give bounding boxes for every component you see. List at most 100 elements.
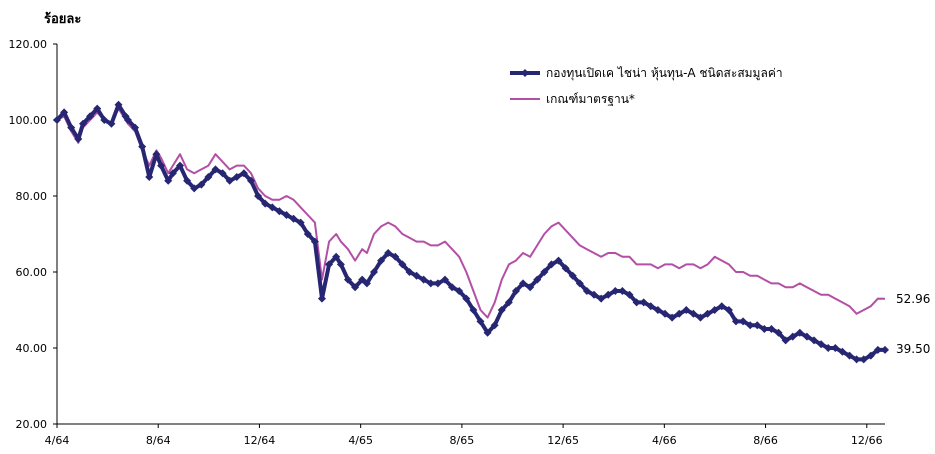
fund-point-marker [123,116,132,124]
fund-point-marker [590,290,599,299]
fund-point-marker [774,328,783,337]
series-layer [53,100,889,364]
fund-point-marker [710,306,719,314]
fund-point-marker [190,184,199,193]
fund-point-marker [866,351,875,360]
fund-point-marker [204,173,213,181]
x-tick-label: 12/65 [547,434,579,447]
fund-point-marker [164,176,173,185]
fund-point-marker [74,135,83,143]
fund-point-marker [795,328,804,337]
fund-point-marker [611,287,620,295]
fund-point-marker [296,218,305,227]
fund-point-marker [317,294,326,303]
fund-point-marker [168,169,177,178]
fund-point-marker [554,256,563,265]
fund-point-marker [604,290,613,299]
fund-point-marker [483,328,492,337]
fund-point-marker [739,317,748,326]
fund-point-marker [696,313,705,322]
fund-point-marker [632,298,641,307]
fund-point-marker [303,230,312,238]
fund-point-marker [332,252,341,261]
fund-point-marker [831,344,840,352]
fund-point-marker [689,309,698,318]
fund-point-marker [246,176,255,185]
fund-point-marker [597,294,606,303]
fund-point-marker [440,275,449,284]
fund-point-marker [753,321,762,330]
fund-point-marker [107,119,116,128]
x-tick-label: 8/66 [753,434,778,447]
fund-point-marker [358,275,367,284]
fund-point-marker [703,309,712,318]
fund-point-marker [760,325,769,333]
x-tick-label: 12/66 [851,434,883,447]
fund-point-marker [405,268,414,276]
fund-point-marker [282,211,291,219]
x-axis: 4/64 8/64 12/64 4/65 8/65 12/65 4/66 8/66 12/66 [45,423,885,447]
fund-point-marker [767,325,776,333]
fund-point-marker [377,256,386,265]
fund-point-marker [419,275,428,284]
fund-point-marker [668,313,677,322]
fund-point-marker [781,336,790,345]
fund-point-marker [824,344,833,352]
fund-point-marker [254,192,263,200]
fund-point-marker [343,275,352,284]
fund-point-marker [433,279,442,288]
y-tick-label: 80.00 [16,190,48,203]
y-tick-label: 60.00 [16,266,48,279]
fund-point-marker [646,302,655,311]
fund-point-marker [448,283,457,292]
fund-point-marker [731,317,740,326]
fund-point-marker [176,161,185,170]
fund-point-marker [476,317,485,326]
fund-point-marker [138,142,147,151]
fund-point-marker [114,100,123,109]
fund-point-marker [511,287,520,295]
fund-point-marker [398,260,407,269]
fund-point-marker [426,279,435,288]
fund-point-marker [79,119,88,128]
fund-point-marker [575,279,584,288]
series-line-benchmark [56,107,886,319]
fund-point-marker [275,207,284,216]
fund-point-marker [145,173,154,181]
fund-point-marker [225,176,234,185]
fund-point-marker [261,199,270,208]
fund-point-marker [157,161,166,170]
fund-point-marker [336,260,345,269]
fund-point-marker [852,355,861,364]
fund-point-marker [218,169,227,178]
fund-point-marker [211,165,220,174]
fund-point-marker [462,294,471,303]
x-tick-label: 8/65 [450,434,475,447]
fund-point-marker [533,275,542,284]
fund-point-marker [582,287,591,295]
fund-point-marker [239,169,248,178]
fund-point-marker [60,108,69,117]
fund-point-marker [547,260,556,269]
x-tick-label: 12/64 [244,434,276,447]
fund-point-marker [873,345,882,354]
fund-point-marker [384,249,393,257]
fund-point-marker [675,309,684,318]
fund-point-marker [788,332,797,341]
fund-point-marker [802,332,811,341]
fund-point-marker [660,309,669,318]
fund-point-marker [881,345,889,354]
fund-point-marker [455,287,464,295]
fund-point-marker [289,214,298,223]
fund-point-marker [183,176,192,185]
fund-point-marker [724,306,733,314]
fund-point-marker [540,268,549,276]
fund-point-marker [370,268,379,276]
fund-point-marker [469,306,478,314]
fund-point-marker [838,347,847,356]
fund-point-marker [53,116,61,124]
fund-point-marker [412,271,421,280]
fund-point-marker [93,104,102,113]
fund-point-marker [568,271,577,280]
